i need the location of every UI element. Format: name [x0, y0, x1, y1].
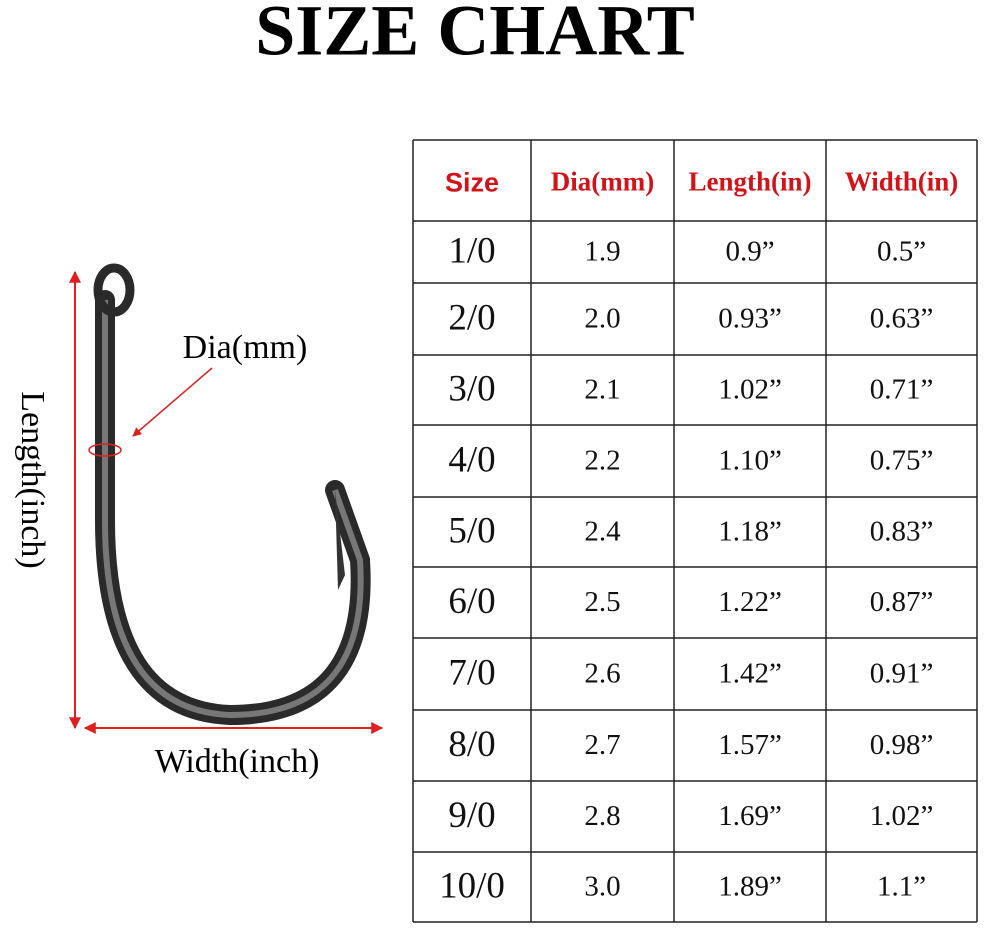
table-cell: 1/0: [448, 230, 495, 271]
table-cell: 6/0: [448, 581, 495, 622]
column-header: Dia(mm): [551, 167, 654, 197]
table-cell: 1.42”: [718, 658, 782, 690]
width-label: Width(inch): [155, 743, 320, 780]
table-cell: 1.02”: [718, 374, 782, 406]
table-cell: 0.91”: [870, 658, 934, 690]
table-cell: 4/0: [448, 439, 495, 480]
column-header: Size: [445, 168, 499, 198]
table-cell: 2.4: [584, 516, 621, 548]
table-cell: 3.0: [584, 871, 620, 903]
title: SIZE CHART: [255, 0, 695, 71]
column-header: Length(in): [688, 167, 811, 197]
table-cell: 2.5: [584, 586, 620, 618]
table-cell: 0.83”: [870, 516, 934, 548]
table-cell: 0.93”: [718, 303, 782, 335]
table-cell: 9/0: [448, 795, 495, 836]
table-cell: 2.7: [584, 729, 620, 761]
table-cell: 2.0: [584, 303, 620, 335]
table-cell: 2.8: [584, 800, 620, 832]
table-cell: 3/0: [448, 368, 495, 409]
hook: [88, 263, 371, 726]
table-cell: 0.87”: [870, 586, 934, 618]
table-cell: 0.71”: [870, 374, 934, 406]
table-cell: 0.5”: [877, 236, 926, 268]
table-cell: 7/0: [448, 652, 495, 693]
table-cell: 1.57”: [718, 729, 782, 761]
table-cell: 2.6: [584, 658, 620, 690]
table-cell: 2.1: [584, 374, 620, 406]
dia-arrow: [132, 367, 213, 437]
table-cell: 1.10”: [718, 445, 782, 477]
table-cell: 10/0: [439, 865, 505, 906]
table-cell: 1.02”: [870, 800, 934, 832]
table-cell: 0.98”: [870, 729, 934, 761]
table-cell: 2.2: [584, 445, 620, 477]
length-label: Length(inch): [14, 391, 51, 569]
table-cell: 1.9: [584, 236, 620, 268]
table-cell: 1.22”: [718, 586, 782, 618]
table-cell: 5/0: [448, 510, 495, 551]
table-cell: 1.89”: [718, 871, 782, 903]
table-cell: 1.18”: [718, 516, 782, 548]
table-cell: 1.69”: [718, 800, 782, 832]
column-header: Width(in): [845, 167, 959, 197]
table-cell: 0.75”: [870, 445, 934, 477]
table-cell: 8/0: [448, 724, 495, 765]
table: Size Dia(mm) Length(in) Width(in) 1/0 1.9 0.9”…: [412, 139, 978, 923]
table-cell: 1.1”: [877, 871, 926, 903]
table-cell: 2/0: [448, 297, 495, 338]
table-cell: 0.63”: [870, 303, 934, 335]
dia-label: Dia(mm): [183, 329, 308, 366]
table-cell: 0.9”: [725, 236, 774, 268]
